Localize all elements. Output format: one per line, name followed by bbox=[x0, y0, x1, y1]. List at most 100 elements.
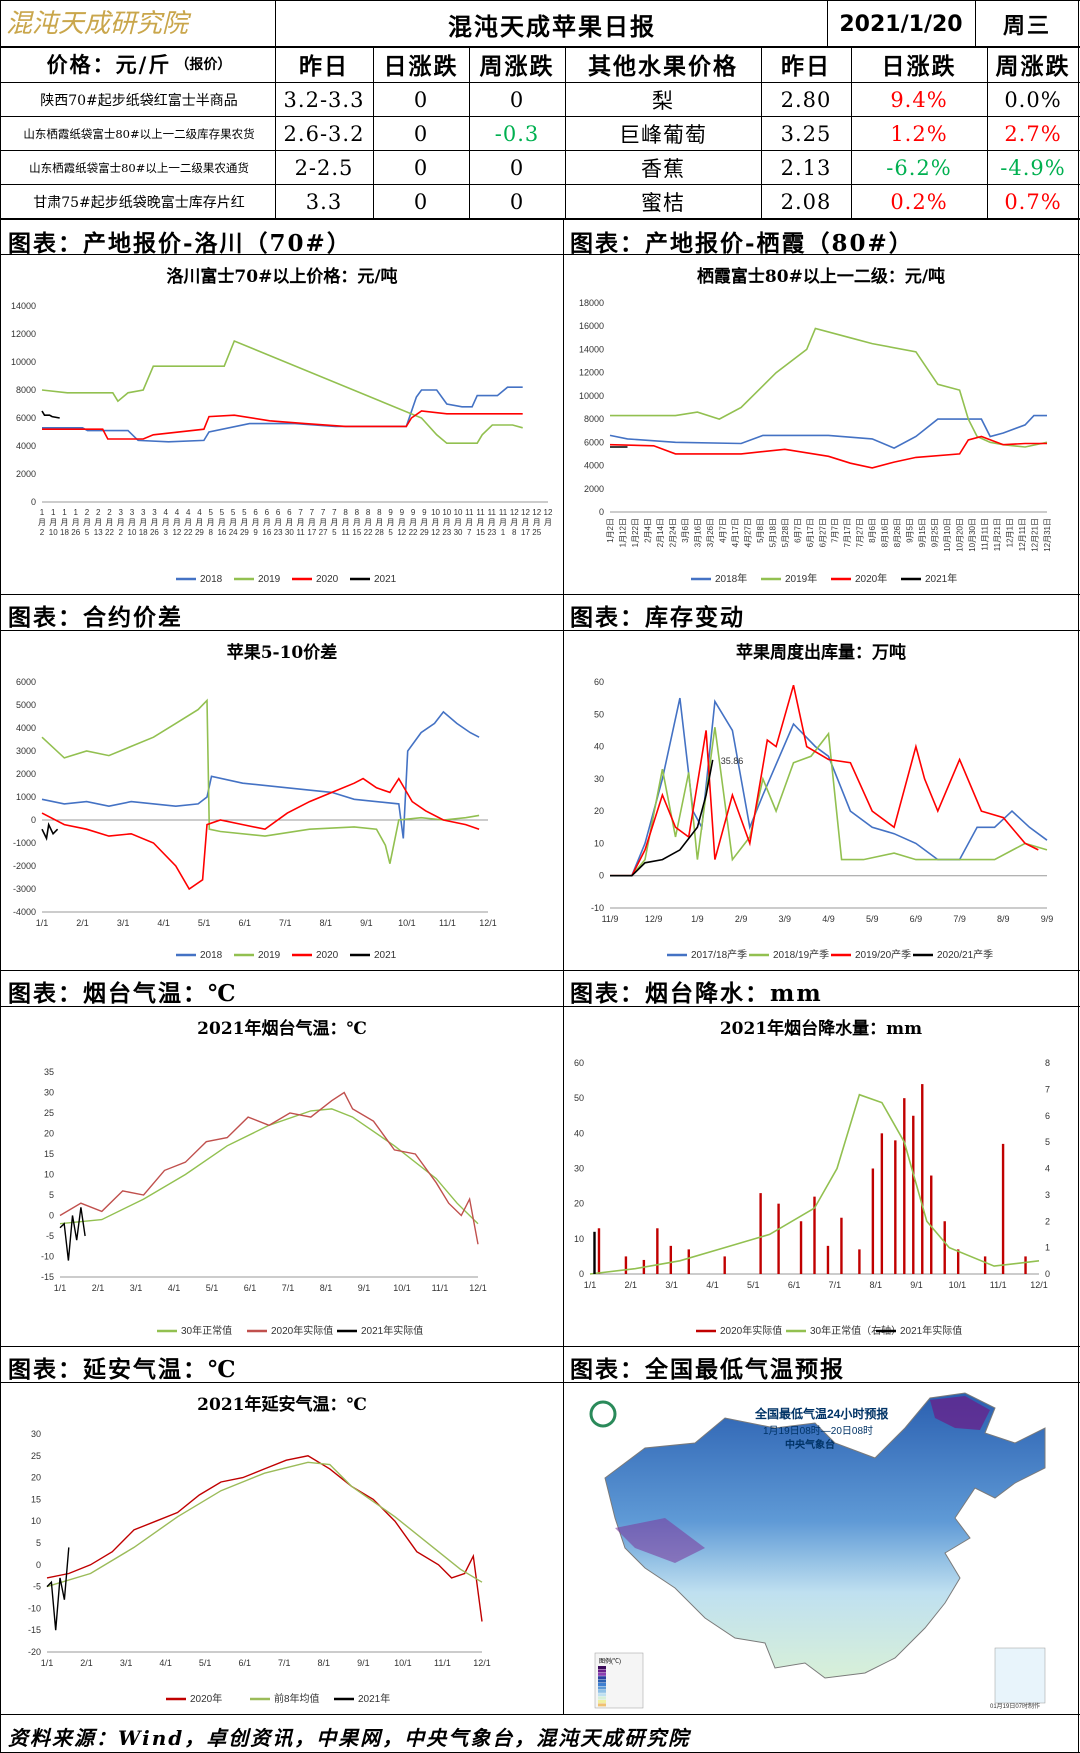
right-row-name: 巨峰葡萄 bbox=[619, 122, 707, 147]
map-legend-swatch bbox=[598, 1683, 606, 1686]
y-tick-label: 15 bbox=[31, 1494, 41, 1504]
rain-bar bbox=[813, 1196, 816, 1274]
rain-bar bbox=[894, 1140, 897, 1274]
x-tick-label: 10/1 bbox=[394, 1658, 412, 1668]
x-tick-month-unit: 月 bbox=[38, 518, 46, 527]
y-right-tick-label: 5 bbox=[1045, 1137, 1050, 1147]
x-tick-day: 24 bbox=[229, 528, 238, 537]
x-tick-month: 7 bbox=[332, 508, 337, 517]
x-tick-label: 4/1 bbox=[157, 918, 170, 928]
legend-label: 2021年实际值 bbox=[361, 1324, 423, 1337]
x-tick-month-unit: 月 bbox=[443, 518, 451, 527]
rain-bar bbox=[723, 1256, 726, 1274]
x-tick-month-unit: 月 bbox=[49, 518, 57, 527]
x-tick-label: 3/1 bbox=[665, 1280, 678, 1290]
y-tick-label: 10000 bbox=[11, 357, 36, 367]
x-tick-label: 4/9 bbox=[822, 914, 835, 924]
x-tick-day: 5 bbox=[85, 528, 90, 537]
chart-title: 2021年烟台降水量：mm bbox=[720, 1018, 922, 1039]
x-tick-day: 13 bbox=[94, 528, 103, 537]
x-tick-day: 28 bbox=[375, 528, 384, 537]
legend-label: 2020 bbox=[316, 574, 339, 585]
legend-label: 2019年 bbox=[785, 572, 817, 585]
legend-label: 2019/20产季 bbox=[855, 948, 911, 961]
x-tick-label: 12/1 bbox=[469, 1283, 487, 1293]
x-tick-label: 11/1 bbox=[439, 918, 456, 928]
y-tick-label: 0 bbox=[599, 871, 604, 881]
x-tick-label: 3/9 bbox=[779, 914, 792, 924]
map-title: 全国最低气温24小时预报 bbox=[754, 1406, 888, 1421]
series-line-2 bbox=[46, 1547, 70, 1631]
y-tick-label: -1000 bbox=[13, 838, 36, 848]
y-tick-label: 25 bbox=[31, 1451, 41, 1461]
x-tick-label: 4/1 bbox=[159, 1658, 172, 1668]
y-tick-label: 5 bbox=[49, 1190, 54, 1200]
rain-bar bbox=[983, 1256, 987, 1274]
y-tick-label: 10000 bbox=[579, 391, 604, 401]
source-note: 资料来源：Wind，卓创资讯，中果网，中央气象台，混沌天成研究院 bbox=[8, 1726, 691, 1750]
x-tick-day: 17 bbox=[521, 528, 530, 537]
x-tick-day: 16 bbox=[217, 528, 226, 537]
x-tick-month: 9 bbox=[422, 508, 427, 517]
y-right-tick-label: 8 bbox=[1045, 1058, 1050, 1068]
y-tick-label: 50 bbox=[594, 709, 604, 719]
x-tick-label: 2月14日 bbox=[656, 518, 665, 547]
col-other-header: 其他水果价格 bbox=[588, 53, 738, 80]
col-daily2-header: 日涨跌 bbox=[881, 53, 957, 80]
left-row-daily: 0 bbox=[413, 155, 429, 180]
x-tick-label: 10/1 bbox=[949, 1280, 967, 1290]
x-tick-month: 2 bbox=[107, 508, 112, 517]
x-tick-month-unit: 月 bbox=[263, 518, 271, 527]
china-min-temp-map: 全国最低气温24小时预报 1月19日08时—20日08时 中央气象台 图例(℃)… bbox=[575, 1388, 1055, 1712]
series-line-1 bbox=[41, 339, 523, 444]
left-row-name: 山东栖霞纸袋富士80#以上一二级库存果农货 bbox=[23, 126, 255, 141]
y-right-tick-label: 3 bbox=[1045, 1190, 1050, 1200]
x-tick-label: 3月16日 bbox=[693, 518, 702, 547]
series-line-2 bbox=[59, 1207, 86, 1261]
y-tick-label: 0 bbox=[579, 1269, 584, 1279]
x-tick-label: 6月7日 bbox=[793, 518, 802, 543]
x-tick-month: 10 bbox=[442, 508, 451, 517]
x-tick-month: 12 bbox=[521, 508, 530, 517]
legend-label: 2019 bbox=[258, 950, 281, 961]
x-tick-month-unit: 月 bbox=[375, 518, 383, 527]
y-tick-label: -2000 bbox=[13, 861, 36, 871]
y-tick-label: 5000 bbox=[16, 700, 36, 710]
x-tick-day: 12 bbox=[172, 528, 181, 537]
right-row-daily: 1.2% bbox=[890, 121, 948, 146]
x-tick-day: 10 bbox=[49, 528, 58, 537]
x-tick-month-unit: 月 bbox=[173, 518, 181, 527]
y-tick-label: 30 bbox=[574, 1164, 584, 1174]
rain-bar bbox=[1001, 1143, 1005, 1274]
rain-bar bbox=[777, 1203, 780, 1274]
chart-title: 苹果5-10价差 bbox=[227, 642, 338, 663]
x-tick-label: 6/1 bbox=[788, 1280, 801, 1290]
y-tick-label: 60 bbox=[594, 677, 604, 687]
right-row-yesterday: 3.25 bbox=[780, 121, 832, 146]
x-tick-label: 9/1 bbox=[360, 918, 373, 928]
x-tick-month-unit: 月 bbox=[544, 518, 552, 527]
x-tick-day: 18 bbox=[60, 528, 69, 537]
y-tick-label: 50 bbox=[574, 1093, 584, 1103]
china-outline bbox=[604, 1392, 1046, 1679]
x-tick-label: 12/1 bbox=[479, 918, 497, 928]
y-tick-label: -20 bbox=[28, 1647, 41, 1657]
x-tick-day: 23 bbox=[442, 528, 451, 537]
y-tick-label: 20 bbox=[574, 1199, 584, 1209]
x-tick-day: 23 bbox=[274, 528, 283, 537]
y-tick-label: 20 bbox=[31, 1473, 41, 1483]
right-row-yesterday: 2.13 bbox=[780, 155, 832, 180]
x-tick-month: 3 bbox=[118, 508, 123, 517]
legend-label: 2019 bbox=[258, 574, 281, 585]
x-tick-label: 4/1 bbox=[706, 1280, 719, 1290]
right-row-daily: 9.4% bbox=[890, 87, 948, 112]
x-tick-label: 2/9 bbox=[735, 914, 748, 924]
y-tick-label: 10 bbox=[594, 838, 604, 848]
x-tick-month: 6 bbox=[287, 508, 292, 517]
x-tick-month: 4 bbox=[163, 508, 168, 517]
cma-logo-icon bbox=[589, 1400, 617, 1428]
legend-label: 2018年 bbox=[715, 572, 747, 585]
left-row-yesterday: 3.3 bbox=[305, 189, 343, 214]
y-tick-label: 4000 bbox=[584, 461, 604, 471]
